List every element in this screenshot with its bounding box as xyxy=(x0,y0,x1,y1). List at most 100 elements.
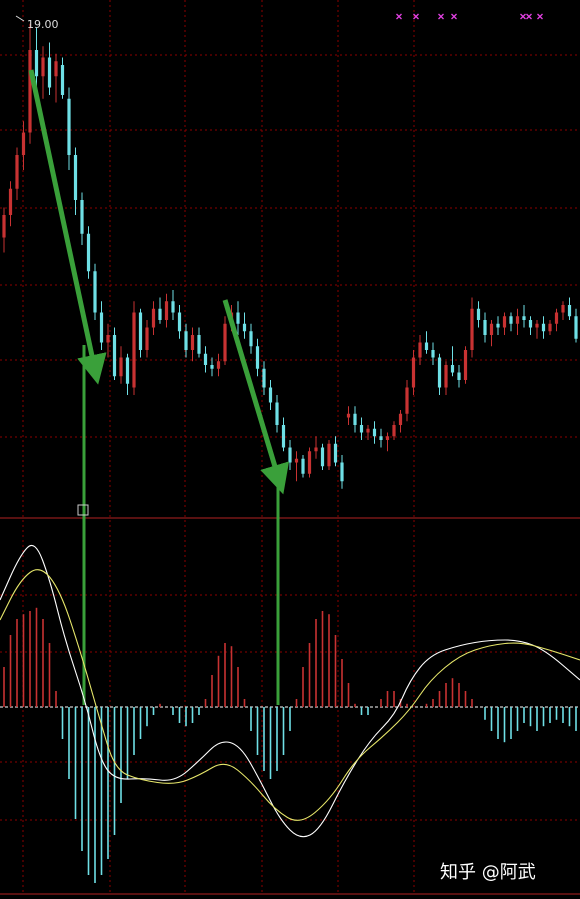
candle-up xyxy=(418,342,422,358)
candle-down xyxy=(353,413,357,425)
candle-down xyxy=(450,365,455,373)
candle-down xyxy=(177,312,182,332)
candle-up xyxy=(535,323,539,328)
candle-down xyxy=(86,233,91,272)
candle-up xyxy=(561,305,565,313)
signal-marker xyxy=(451,13,457,20)
candle-up xyxy=(15,155,19,189)
candle-up xyxy=(392,425,396,437)
candle-down xyxy=(340,462,344,482)
candle-up xyxy=(132,312,136,388)
signal-marker xyxy=(396,13,402,20)
trend-arrows xyxy=(28,69,290,705)
candle-down xyxy=(437,357,442,388)
candle-down xyxy=(112,335,117,377)
candle-down xyxy=(255,346,260,369)
candle-up xyxy=(2,215,6,238)
candle-down xyxy=(379,436,383,440)
candle-down xyxy=(262,368,266,388)
candle-down xyxy=(359,425,364,433)
candle-up xyxy=(151,308,156,328)
candle-down xyxy=(125,357,130,384)
candle-down xyxy=(184,331,188,350)
candle-up xyxy=(307,451,312,474)
signal-marker xyxy=(537,13,543,20)
candle-down xyxy=(281,425,286,448)
signal-marker xyxy=(526,13,532,20)
signal-marker xyxy=(438,13,444,20)
candle-down xyxy=(138,312,143,350)
candle-up xyxy=(28,50,32,133)
candle-down xyxy=(171,301,175,313)
price-pointer xyxy=(15,15,25,22)
candle-up xyxy=(164,301,169,320)
candle-up xyxy=(294,458,299,463)
candle-down xyxy=(249,331,253,347)
candle-up xyxy=(385,436,390,440)
candle-up xyxy=(327,443,331,467)
candle-down xyxy=(509,316,513,324)
candle-down xyxy=(67,98,71,155)
candle-down xyxy=(197,335,201,354)
candle-up xyxy=(346,413,351,418)
candle-down xyxy=(99,312,104,343)
candle-up xyxy=(515,316,520,324)
signal-box xyxy=(77,504,89,516)
candle-down xyxy=(457,372,461,380)
candle-up xyxy=(554,312,559,324)
candle-down xyxy=(333,443,338,463)
candle-down xyxy=(320,447,325,467)
candle-up xyxy=(21,132,26,155)
candlestick-series xyxy=(2,23,578,489)
candle-down xyxy=(34,50,39,77)
candle-down xyxy=(431,350,435,358)
watermark: 知乎 @阿武 xyxy=(440,862,536,883)
candle-down xyxy=(242,323,247,332)
candle-down xyxy=(158,308,162,320)
candle-up xyxy=(411,357,416,388)
candle-up xyxy=(405,387,409,414)
candle-down xyxy=(567,305,572,317)
candle-up xyxy=(216,361,221,369)
downtrend-arrow xyxy=(222,299,290,495)
price-label: 19.00 xyxy=(27,18,59,31)
dif-line xyxy=(0,544,580,838)
candle-down xyxy=(372,428,377,437)
candle-up xyxy=(119,357,123,377)
candle-down xyxy=(275,402,279,425)
macd-panel xyxy=(0,544,580,883)
candle-up xyxy=(145,327,149,350)
candle-up xyxy=(314,447,318,452)
candle-up xyxy=(366,428,370,433)
candle-down xyxy=(288,447,292,463)
signal-marker xyxy=(413,13,419,20)
candle-up xyxy=(548,323,552,332)
candle-down xyxy=(60,65,65,95)
candle-down xyxy=(528,320,533,328)
dea-line xyxy=(0,569,580,821)
candle-down xyxy=(574,316,578,339)
candle-down xyxy=(236,312,240,324)
candle-down xyxy=(522,316,526,320)
candle-down xyxy=(93,271,97,313)
signal-markers xyxy=(15,13,543,22)
candle-down xyxy=(496,323,500,328)
candle-up xyxy=(190,335,195,350)
candle-up xyxy=(398,413,403,425)
signal-marker xyxy=(520,13,526,20)
candle-down xyxy=(203,353,208,365)
candle-down xyxy=(73,155,78,200)
candle-down xyxy=(541,323,546,332)
downtrend-arrow xyxy=(28,69,107,385)
candle-down xyxy=(301,458,305,474)
candle-up xyxy=(41,57,45,77)
candle-down xyxy=(80,200,84,234)
candle-up xyxy=(223,323,227,362)
candle-up xyxy=(463,350,468,380)
candle-up xyxy=(8,188,13,215)
candle-up xyxy=(502,316,507,328)
candle-down xyxy=(424,342,429,350)
candle-up xyxy=(444,365,448,388)
